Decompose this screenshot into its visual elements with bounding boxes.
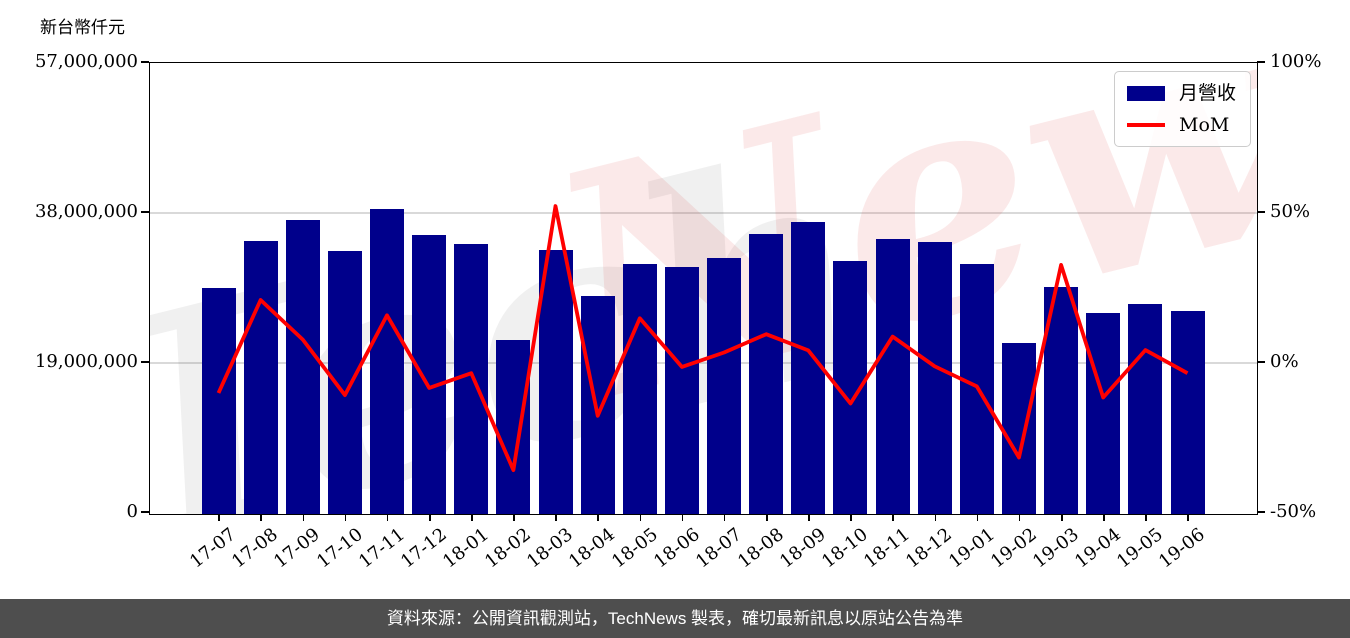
x-tick-label-text: 17-10 [312, 524, 367, 573]
revenue-bar [1170, 311, 1205, 514]
x-tick-label-text: 18-12 [902, 524, 957, 573]
plot-area: Tech News 月營收 MoM [149, 62, 1258, 515]
x-tickmark [639, 514, 642, 521]
left-tickmark [141, 61, 149, 63]
x-tick-label-text: 18-09 [776, 524, 830, 573]
revenue-bar [285, 219, 320, 514]
x-tick-label-text: 19-05 [1113, 524, 1167, 573]
x-tick-label-text: 18-10 [818, 524, 872, 573]
plot-clip-region: Tech News [150, 63, 1257, 514]
x-tickmark [344, 514, 347, 521]
revenue-bar [664, 266, 699, 514]
revenue-bar [1086, 312, 1121, 514]
left-tick-label: 0 [126, 501, 138, 522]
x-tick-label-text: 19-02 [986, 524, 1041, 573]
x-tick-label-text: 18-03 [523, 524, 578, 573]
x-tickmark [597, 514, 600, 521]
revenue-bar [538, 249, 573, 514]
revenue-bar [243, 240, 278, 514]
x-tickmark [513, 514, 515, 521]
right-tickmark [1257, 361, 1265, 363]
legend-item-revenue: 月營收 [1126, 82, 1236, 104]
x-tick-label-text: 17-07 [186, 524, 241, 573]
x-tick-label-text: 18-04 [565, 524, 620, 573]
x-tick-label-text: 19-01 [944, 524, 999, 573]
x-tickmark [302, 514, 305, 521]
x-tick-label-text: 17-12 [396, 524, 451, 573]
left-tickmark [141, 361, 149, 363]
left-tick-label: 19,000,000 [34, 351, 138, 372]
x-tick-label-text: 19-06 [1155, 524, 1210, 573]
x-tick-label-text: 18-07 [691, 524, 746, 573]
x-tickmark [386, 514, 389, 521]
x-tickmark [850, 514, 852, 521]
revenue-bar [622, 263, 657, 514]
x-tick-label-text: 19-04 [1070, 524, 1125, 573]
x-tickmark [765, 514, 768, 521]
revenue-swatch-icon [1126, 85, 1165, 101]
x-tick-label-text: 18-02 [481, 524, 535, 573]
left-tickmark [141, 211, 149, 213]
revenue-bar [1128, 304, 1163, 514]
x-tickmark [976, 514, 979, 521]
right-tickmark [1257, 511, 1265, 513]
mom-line [216, 204, 1189, 473]
revenue-bar [412, 234, 447, 514]
x-tickmark [555, 514, 557, 521]
source-footer: 資料來源：公開資訊觀測站，TechNews 製表，確切最新訊息以原站公告為準 [0, 599, 1350, 638]
x-tickmark [1145, 514, 1147, 521]
left-tickmark [141, 511, 149, 513]
x-tick-label-text: 18-01 [438, 524, 493, 573]
right-tick-label: -50% [1270, 501, 1317, 522]
x-tick-label-text: 18-05 [607, 524, 662, 573]
x-tickmark [723, 514, 726, 521]
right-tick-label: 50% [1270, 201, 1311, 222]
x-tickmark [1187, 514, 1189, 521]
x-tickmark [681, 514, 684, 521]
mom-swatch-icon [1126, 123, 1165, 127]
revenue-bar [707, 258, 742, 514]
x-tickmark [428, 514, 431, 521]
x-tickmark [1103, 514, 1105, 521]
x-tickmark [934, 514, 937, 521]
revenue-bar [875, 239, 910, 514]
revenue-bar [749, 233, 784, 514]
right-tick-label: 0% [1270, 351, 1299, 372]
x-tick-label-text: 19-03 [1028, 524, 1083, 573]
x-tickmark [218, 514, 220, 521]
revenue-bar [201, 288, 236, 514]
right-tickmark [1257, 61, 1265, 63]
x-tick-label-text: 17-11 [354, 524, 409, 573]
legend-item-mom: MoM [1126, 114, 1236, 136]
left-tick-label: 38,000,000 [34, 201, 138, 222]
revenue-bar [791, 221, 826, 514]
x-tick-label-text: 17-09 [270, 524, 325, 573]
x-tick-label-text: 18-06 [649, 524, 704, 573]
revenue-bar [580, 296, 615, 514]
gridline [150, 212, 1257, 214]
revenue-bar [917, 242, 952, 514]
gridline [150, 362, 1257, 364]
revenue-bar [1001, 342, 1036, 514]
x-tickmark [471, 514, 473, 521]
revenue-bar [496, 340, 531, 514]
legend-label-mom: MoM [1178, 114, 1230, 136]
left-axis-title: 新台幣仟元 [40, 18, 125, 38]
revenue-bar [370, 209, 405, 514]
legend-label-revenue: 月營收 [1178, 82, 1236, 104]
x-tick-label-text: 18-08 [733, 524, 788, 573]
x-tick-label-text: 18-11 [860, 524, 915, 573]
x-tickmark [1060, 514, 1063, 521]
right-tickmark [1257, 211, 1265, 213]
x-tickmark [1018, 514, 1021, 521]
x-tickmark [808, 514, 810, 521]
legend: 月營收 MoM [1113, 71, 1251, 147]
x-tick-label-text: 17-08 [228, 524, 283, 573]
left-tick-label: 57,000,000 [34, 51, 138, 72]
right-tick-label: 100% [1270, 51, 1322, 72]
x-tickmark [260, 514, 263, 521]
x-tickmark [892, 514, 894, 521]
